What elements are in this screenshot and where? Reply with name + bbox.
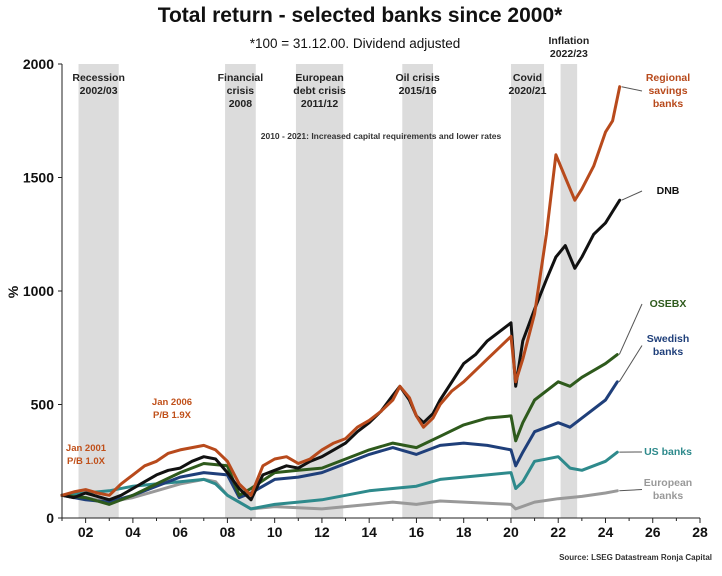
series-label-osebx: OSEBX — [650, 298, 687, 310]
series-label-dnb: DNB — [657, 185, 680, 197]
series-label-regional-savings-banks: Regional savings banks — [646, 72, 690, 110]
shaded-period-label: Covid 2020/21 — [509, 72, 547, 97]
annotation-jan-2006-line: Jan 2006 — [152, 397, 192, 408]
series-label-swedish-banks-line: banks — [653, 346, 684, 358]
shaded-period — [78, 64, 119, 518]
series-line-swedish-banks — [60, 380, 619, 504]
series-label-swedish-banks-line: Swedish — [647, 333, 690, 345]
chart-title: Total return - selected banks since 2000… — [158, 4, 563, 27]
series-line-us-banks — [60, 450, 619, 511]
series-label-swedish-banks: Swedish banks — [647, 333, 690, 358]
shaded-period-label-line: debt crisis — [293, 85, 346, 97]
series-label-regional-savings-banks-line: Regional — [646, 72, 690, 84]
x-tick-label: 06 — [172, 524, 188, 540]
series-label-regional-savings-banks-line: savings — [648, 85, 687, 97]
shaded-period-label-line: 2008 — [229, 98, 253, 110]
y-tick-label: 1500 — [23, 170, 54, 186]
shaded-period-label-line: 2022/23 — [550, 48, 588, 60]
shaded-period-label-line: Inflation — [548, 35, 589, 47]
shaded-period-label: Oil crisis 2015/16 — [395, 72, 440, 97]
annotation-jan-2006: Jan 2006 P/B 1.9X — [152, 397, 192, 421]
shaded-period-label-line: 2002/03 — [80, 85, 118, 97]
shaded-period-label: Inflation 2022/23 — [548, 35, 589, 60]
source-note: Source: LSEG Datastream Ronja Capital — [559, 553, 712, 562]
x-tick-label: 24 — [598, 524, 614, 540]
series-label-us-banks-line: US banks — [644, 446, 692, 458]
series-label-european-banks-line: banks — [653, 490, 684, 502]
annotation-jan-2001-line: P/B 1.0X — [67, 456, 106, 467]
series-label-osebx-line: OSEBX — [650, 298, 687, 310]
series-label-european-banks-line: European — [644, 477, 692, 489]
annotation-capital-requirements: 2010 - 2021: Increased capital requireme… — [261, 131, 502, 141]
x-tick-label: 14 — [361, 524, 377, 540]
annotation-jan-2001-line: Jan 2001 — [66, 443, 107, 454]
annotation-jan-2006-line: P/B 1.9X — [153, 410, 192, 421]
annotations: 2010 - 2021: Increased capital requireme… — [66, 131, 502, 467]
shaded-period-label: European debt crisis 2011/12 — [293, 72, 346, 110]
series-label-european-banks: European banks — [644, 477, 692, 502]
chart-subtitle: *100 = 31.12.00. Dividend adjusted — [250, 36, 461, 51]
y-axis-label: % — [5, 285, 21, 298]
shaded-period-label-line: Covid — [513, 72, 542, 84]
shaded-period-label-line: Financial — [218, 72, 264, 84]
series-line-regional-savings-banks — [60, 85, 622, 497]
x-tick-label: 16 — [409, 524, 425, 540]
shaded-periods: Recession 2002/03 Financial crisis 2008 Europ… — [72, 35, 589, 518]
axes: 02 04 06 08 10 12 14 16 18 20 22 24 26 28 0 500 1000 1500… — [23, 56, 708, 540]
shaded-period-label-line: European — [295, 72, 343, 84]
y-tick-label: 0 — [46, 510, 54, 526]
shaded-period — [560, 64, 578, 518]
series-label-us-banks: US banks — [644, 446, 692, 458]
y-tick-label: 2000 — [23, 56, 54, 72]
x-tick-label: 20 — [503, 524, 519, 540]
y-tick-label: 1000 — [23, 283, 54, 299]
series-line-dnb — [60, 198, 622, 502]
shaded-period-label-line: 2011/12 — [301, 98, 339, 110]
series-label-regional-savings-banks-line: banks — [653, 98, 684, 110]
series-line-european-banks — [60, 477, 619, 511]
x-tick-label: 18 — [456, 524, 472, 540]
series-label-osebx-leader — [618, 303, 643, 355]
x-tick-label: 12 — [314, 524, 330, 540]
series-label-european-banks-leader — [619, 489, 643, 492]
shaded-period-label: Recession 2002/03 — [72, 72, 125, 97]
series-label-regional-savings-banks-leader — [621, 86, 643, 92]
shaded-period-label-line: crisis — [227, 85, 255, 97]
x-tick-label: 28 — [692, 524, 708, 540]
series-lines — [60, 85, 622, 511]
annotation-jan-2001: Jan 2001 P/B 1.0X — [66, 443, 107, 467]
x-tick-label: 26 — [645, 524, 661, 540]
series-label-dnb-line: DNB — [657, 185, 680, 197]
x-tick-label: 04 — [125, 524, 141, 540]
shaded-period-label-line: 2015/16 — [399, 85, 437, 97]
shaded-period — [225, 64, 256, 518]
shaded-period-label-line: 2020/21 — [509, 85, 547, 97]
shaded-period-label: Financial crisis 2008 — [218, 72, 264, 110]
x-tick-label: 08 — [220, 524, 236, 540]
x-tick-label: 02 — [78, 524, 94, 540]
series-line-osebx — [60, 353, 619, 506]
shaded-period-label-line: Recession — [72, 72, 125, 84]
x-tick-label: 22 — [550, 524, 566, 540]
series-label-swedish-banks-leader — [618, 345, 643, 383]
shaded-period-label-line: Oil crisis — [395, 72, 440, 84]
y-tick-label: 500 — [31, 397, 55, 413]
series-label-dnb-leader — [621, 190, 643, 201]
x-tick-label: 10 — [267, 524, 283, 540]
